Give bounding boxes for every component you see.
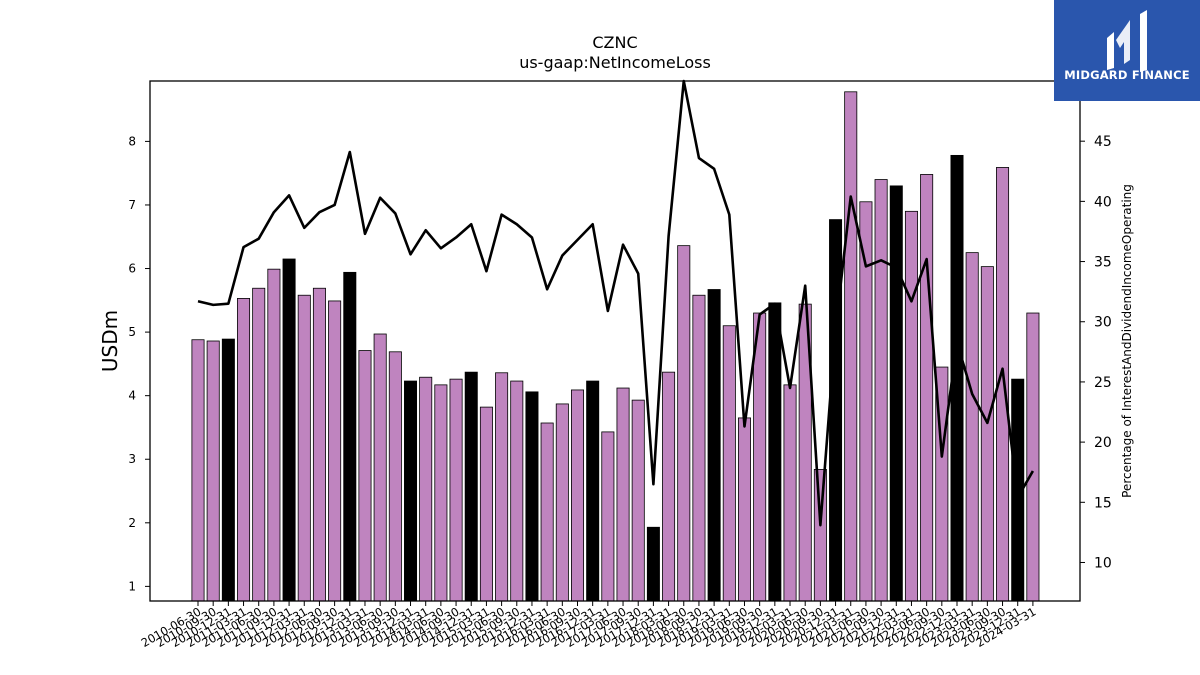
bar — [221, 338, 235, 602]
bar — [373, 333, 387, 602]
plot-frame — [149, 80, 1081, 602]
y-tick-label: 7 — [128, 198, 136, 212]
bar — [829, 219, 843, 602]
bar — [722, 325, 736, 602]
bar — [540, 422, 554, 602]
bar — [464, 371, 478, 602]
left-y-axis: 1 2 3 4 5 6 7 8 — [128, 134, 150, 593]
bar — [631, 399, 645, 602]
bar — [707, 289, 721, 602]
bar — [237, 298, 251, 602]
y-tick-label: 2 — [128, 516, 136, 530]
bar — [813, 469, 827, 602]
bar — [191, 339, 205, 602]
bar — [206, 340, 220, 602]
bar — [662, 371, 676, 602]
chart-subtitle: us-gaap:NetIncomeLoss — [519, 53, 711, 72]
bar — [980, 266, 994, 602]
bar — [388, 351, 402, 602]
bar — [889, 185, 903, 602]
bar — [753, 312, 767, 602]
bar — [737, 417, 751, 602]
y2-axis-label: Percentage of InterestAndDividendIncomeO… — [1120, 184, 1134, 498]
logo-text: MIDGARD FINANCE — [1064, 68, 1190, 82]
bar — [495, 372, 509, 602]
bar — [358, 350, 372, 602]
y-axis-label: USDm — [98, 310, 122, 372]
bar — [479, 406, 493, 602]
percentage-line — [197, 79, 1035, 527]
bar — [525, 391, 539, 602]
y2-tick-label: 15 — [1094, 495, 1112, 511]
bar — [510, 380, 524, 602]
y-tick-label: 5 — [128, 325, 136, 339]
y-tick-label: 8 — [128, 134, 136, 148]
y2-tick-label: 45 — [1094, 134, 1112, 150]
bar — [586, 380, 600, 602]
y2-tick-label: 25 — [1094, 375, 1112, 391]
bar — [920, 174, 934, 602]
y-tick-label: 4 — [128, 389, 136, 403]
bar — [343, 271, 357, 602]
bar — [616, 387, 630, 602]
bar — [282, 258, 296, 602]
bar — [328, 300, 342, 602]
bar — [904, 210, 918, 602]
bar — [297, 294, 311, 602]
y-tick-label: 3 — [128, 452, 136, 466]
bar — [677, 245, 691, 602]
bar — [601, 431, 615, 602]
bar — [844, 91, 858, 602]
y-tick-label: 1 — [128, 579, 136, 593]
y2-tick-label: 30 — [1094, 315, 1112, 331]
bar — [404, 380, 418, 602]
x-axis: 2010-06-302010-09-302010-12-312011-03-31… — [139, 601, 1038, 650]
bar — [312, 287, 326, 602]
bar — [768, 302, 782, 602]
brand-logo: MIDGARD FINANCE — [1054, 0, 1200, 101]
bar — [449, 378, 463, 602]
right-y-axis: 10 15 20 25 30 35 40 45 — [1080, 134, 1112, 571]
bar — [874, 179, 888, 602]
bar — [646, 526, 660, 602]
y2-tick-label: 35 — [1094, 255, 1112, 271]
y2-tick-label: 10 — [1094, 555, 1112, 571]
bar — [965, 252, 979, 602]
bar — [555, 403, 569, 602]
bar — [571, 389, 585, 602]
bar — [267, 268, 281, 602]
bar-series — [191, 91, 1040, 602]
chart-title: CZNC — [592, 33, 637, 52]
y2-tick-label: 40 — [1094, 194, 1112, 210]
bar — [1026, 312, 1040, 602]
bar — [419, 376, 433, 602]
y2-tick-label: 20 — [1094, 435, 1112, 451]
logo-mark-icon — [1107, 10, 1147, 72]
bar — [783, 384, 797, 602]
y-tick-label: 6 — [128, 262, 136, 276]
bar — [692, 294, 706, 602]
bar — [252, 287, 266, 602]
bar — [434, 384, 448, 602]
